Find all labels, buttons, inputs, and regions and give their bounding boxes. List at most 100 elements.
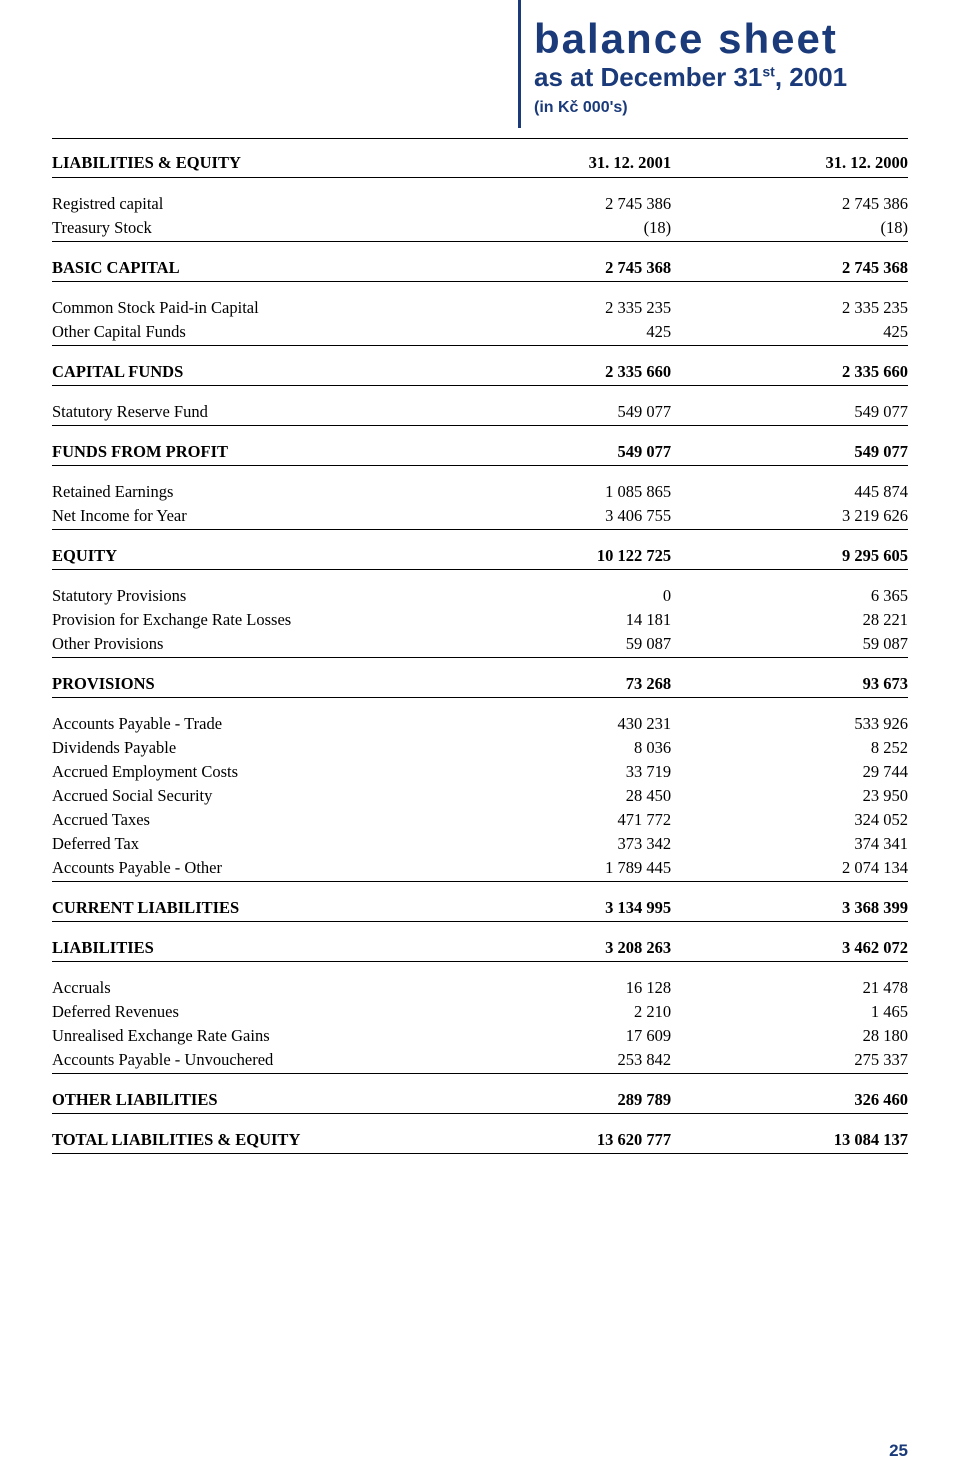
row-value-2000: 549 077 bbox=[711, 426, 908, 466]
row-value-2000: 9 295 605 bbox=[711, 530, 908, 570]
row-label: Registred capital bbox=[52, 178, 514, 217]
table-row: Net Income for Year3 406 7553 219 626 bbox=[52, 504, 908, 530]
row-label: Treasury Stock bbox=[52, 216, 514, 242]
row-value-2000: 8 252 bbox=[711, 736, 908, 760]
row-value-2001: 3 406 755 bbox=[514, 504, 711, 530]
row-value-2000: 13 084 137 bbox=[711, 1114, 908, 1154]
table-row: OTHER LIABILITIES289 789326 460 bbox=[52, 1074, 908, 1114]
subtitle-post: , 2001 bbox=[775, 62, 847, 92]
row-label: Dividends Payable bbox=[52, 736, 514, 760]
row-label: Statutory Reserve Fund bbox=[52, 386, 514, 426]
row-value-2001: 17 609 bbox=[514, 1024, 711, 1048]
table-row: Other Capital Funds425425 bbox=[52, 320, 908, 346]
row-value-2001: 430 231 bbox=[514, 698, 711, 737]
row-label: Deferred Revenues bbox=[52, 1000, 514, 1024]
row-value-2000: 23 950 bbox=[711, 784, 908, 808]
row-label: Retained Earnings bbox=[52, 466, 514, 505]
row-value-2001: 3 208 263 bbox=[514, 922, 711, 962]
row-label: EQUITY bbox=[52, 530, 514, 570]
row-value-2000: 6 365 bbox=[711, 570, 908, 609]
row-value-2001: 10 122 725 bbox=[514, 530, 711, 570]
subtitle-sup: st bbox=[762, 63, 774, 79]
header-label: LIABILITIES & EQUITY bbox=[52, 151, 514, 178]
table-row: Accrued Employment Costs33 71929 744 bbox=[52, 760, 908, 784]
row-label: Deferred Tax bbox=[52, 832, 514, 856]
row-value-2000: 1 465 bbox=[711, 1000, 908, 1024]
row-label: FUNDS FROM PROFIT bbox=[52, 426, 514, 466]
table-row: CAPITAL FUNDS2 335 6602 335 660 bbox=[52, 346, 908, 386]
row-label: LIABILITIES bbox=[52, 922, 514, 962]
row-value-2001: 2 745 368 bbox=[514, 242, 711, 282]
row-value-2000: 28 221 bbox=[711, 608, 908, 632]
row-value-2001: 33 719 bbox=[514, 760, 711, 784]
row-value-2001: 73 268 bbox=[514, 658, 711, 698]
header-vertical-rule bbox=[518, 0, 521, 128]
row-label: Accruals bbox=[52, 962, 514, 1001]
row-value-2000: 2 074 134 bbox=[711, 856, 908, 882]
row-value-2000: 2 335 660 bbox=[711, 346, 908, 386]
row-value-2001: 549 077 bbox=[514, 386, 711, 426]
balance-sheet-table: LIABILITIES & EQUITY31. 12. 200131. 12. … bbox=[52, 151, 908, 1154]
row-label: Accounts Payable - Trade bbox=[52, 698, 514, 737]
row-label: Common Stock Paid-in Capital bbox=[52, 282, 514, 321]
table-row: Other Provisions59 08759 087 bbox=[52, 632, 908, 658]
row-value-2000: 28 180 bbox=[711, 1024, 908, 1048]
row-value-2000: 93 673 bbox=[711, 658, 908, 698]
table-row: Accrued Taxes471 772324 052 bbox=[52, 808, 908, 832]
row-value-2000: 445 874 bbox=[711, 466, 908, 505]
row-value-2001: 549 077 bbox=[514, 426, 711, 466]
row-label: PROVISIONS bbox=[52, 658, 514, 698]
table-row: Accounts Payable - Other1 789 4452 074 1… bbox=[52, 856, 908, 882]
page-subtitle: as at December 31st, 2001 bbox=[522, 62, 960, 93]
row-value-2001: 3 134 995 bbox=[514, 882, 711, 922]
row-value-2000: 425 bbox=[711, 320, 908, 346]
row-value-2000: 326 460 bbox=[711, 1074, 908, 1114]
row-label: Accounts Payable - Other bbox=[52, 856, 514, 882]
table-row: EQUITY10 122 7259 295 605 bbox=[52, 530, 908, 570]
row-value-2001: 2 210 bbox=[514, 1000, 711, 1024]
page-title: balance sheet bbox=[522, 18, 960, 60]
header-section: balance sheet as at December 31st, 2001 … bbox=[0, 0, 960, 132]
row-value-2001: 471 772 bbox=[514, 808, 711, 832]
row-value-2000: 59 087 bbox=[711, 632, 908, 658]
row-label: Unrealised Exchange Rate Gains bbox=[52, 1024, 514, 1048]
header-col1: 31. 12. 2001 bbox=[514, 151, 711, 178]
table-row: Dividends Payable8 0368 252 bbox=[52, 736, 908, 760]
table-row: Accrued Social Security28 45023 950 bbox=[52, 784, 908, 808]
row-value-2000: 2 745 386 bbox=[711, 178, 908, 217]
row-value-2001: (18) bbox=[514, 216, 711, 242]
row-value-2000: 29 744 bbox=[711, 760, 908, 784]
row-value-2000: 374 341 bbox=[711, 832, 908, 856]
row-value-2000: 3 368 399 bbox=[711, 882, 908, 922]
row-value-2001: 1 789 445 bbox=[514, 856, 711, 882]
row-value-2001: 425 bbox=[514, 320, 711, 346]
table-row: LIABILITIES3 208 2633 462 072 bbox=[52, 922, 908, 962]
table-row: Deferred Revenues2 2101 465 bbox=[52, 1000, 908, 1024]
row-value-2001: 2 335 235 bbox=[514, 282, 711, 321]
row-label: CURRENT LIABILITIES bbox=[52, 882, 514, 922]
row-value-2001: 14 181 bbox=[514, 608, 711, 632]
row-label: Accrued Employment Costs bbox=[52, 760, 514, 784]
table-row: Accruals16 12821 478 bbox=[52, 962, 908, 1001]
table-row: Treasury Stock(18)(18) bbox=[52, 216, 908, 242]
row-value-2000: 275 337 bbox=[711, 1048, 908, 1074]
table-row: Accounts Payable - Unvouchered253 842275… bbox=[52, 1048, 908, 1074]
row-value-2000: (18) bbox=[711, 216, 908, 242]
table-row: Accounts Payable - Trade430 231533 926 bbox=[52, 698, 908, 737]
table-row: BASIC CAPITAL2 745 3682 745 368 bbox=[52, 242, 908, 282]
row-label: Other Provisions bbox=[52, 632, 514, 658]
row-label: Statutory Provisions bbox=[52, 570, 514, 609]
row-value-2001: 8 036 bbox=[514, 736, 711, 760]
row-value-2000: 324 052 bbox=[711, 808, 908, 832]
table-row: CURRENT LIABILITIES3 134 9953 368 399 bbox=[52, 882, 908, 922]
header-col2: 31. 12. 2000 bbox=[711, 151, 908, 178]
page-number: 25 bbox=[889, 1441, 908, 1461]
row-label: Accounts Payable - Unvouchered bbox=[52, 1048, 514, 1074]
row-label: CAPITAL FUNDS bbox=[52, 346, 514, 386]
row-value-2000: 3 219 626 bbox=[711, 504, 908, 530]
table-row: Unrealised Exchange Rate Gains17 60928 1… bbox=[52, 1024, 908, 1048]
table-row: Retained Earnings1 085 865445 874 bbox=[52, 466, 908, 505]
content-area: LIABILITIES & EQUITY31. 12. 200131. 12. … bbox=[0, 139, 960, 1154]
table-row: Provision for Exchange Rate Losses14 181… bbox=[52, 608, 908, 632]
row-value-2001: 16 128 bbox=[514, 962, 711, 1001]
